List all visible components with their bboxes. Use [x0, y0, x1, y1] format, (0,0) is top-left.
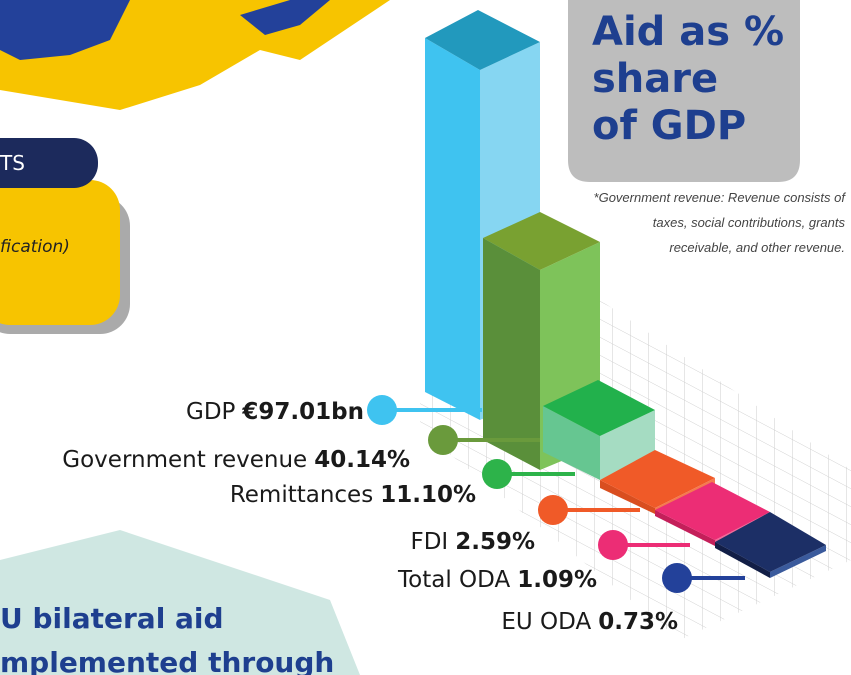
item-name: Government revenue — [62, 447, 307, 473]
footnote: *Government revenue: Revenue consists of — [594, 190, 847, 205]
item-value: 1.09% — [517, 567, 597, 593]
map-shape — [0, 0, 130, 60]
title-line: Aid as % — [592, 9, 784, 55]
title-line: share — [592, 56, 718, 102]
yellow-box — [0, 180, 120, 325]
pill-text: TS — [0, 151, 25, 175]
item-value: 40.14% — [314, 447, 410, 473]
footnote: taxes, social contributions, grants — [653, 215, 846, 230]
footnote: receivable, and other revenue. — [669, 240, 845, 255]
item-label: Total ODA 1.09% — [397, 567, 597, 593]
pill — [0, 138, 98, 188]
bottom-text: U bilateral aid — [0, 602, 224, 635]
title-box — [568, 0, 800, 182]
note-text: fication) — [0, 237, 70, 257]
item-label: GDP €97.01bn — [186, 399, 364, 425]
item-name: FDI — [410, 529, 448, 555]
item-name: Remittances — [230, 482, 373, 508]
item-label: FDI 2.59% — [410, 529, 535, 555]
item-name: GDP — [186, 399, 236, 425]
item-label: Government revenue 40.14% — [62, 447, 410, 473]
item-value: 2.59% — [455, 529, 535, 555]
item-name: EU ODA — [501, 609, 591, 635]
item-value: €97.01bn — [241, 399, 364, 425]
bars — [425, 10, 826, 578]
connectors — [367, 395, 745, 593]
item-name: Total ODA — [397, 567, 510, 593]
map-shape — [240, 0, 330, 35]
item-value: 11.10% — [380, 482, 476, 508]
teal-shape — [0, 530, 360, 675]
item-value: 0.73% — [598, 609, 678, 635]
bottom-text: mplemented through — [0, 646, 334, 675]
item-label: Remittances 11.10% — [230, 482, 476, 508]
title-line: of GDP — [592, 103, 746, 149]
item-label: EU ODA 0.73% — [501, 609, 678, 635]
